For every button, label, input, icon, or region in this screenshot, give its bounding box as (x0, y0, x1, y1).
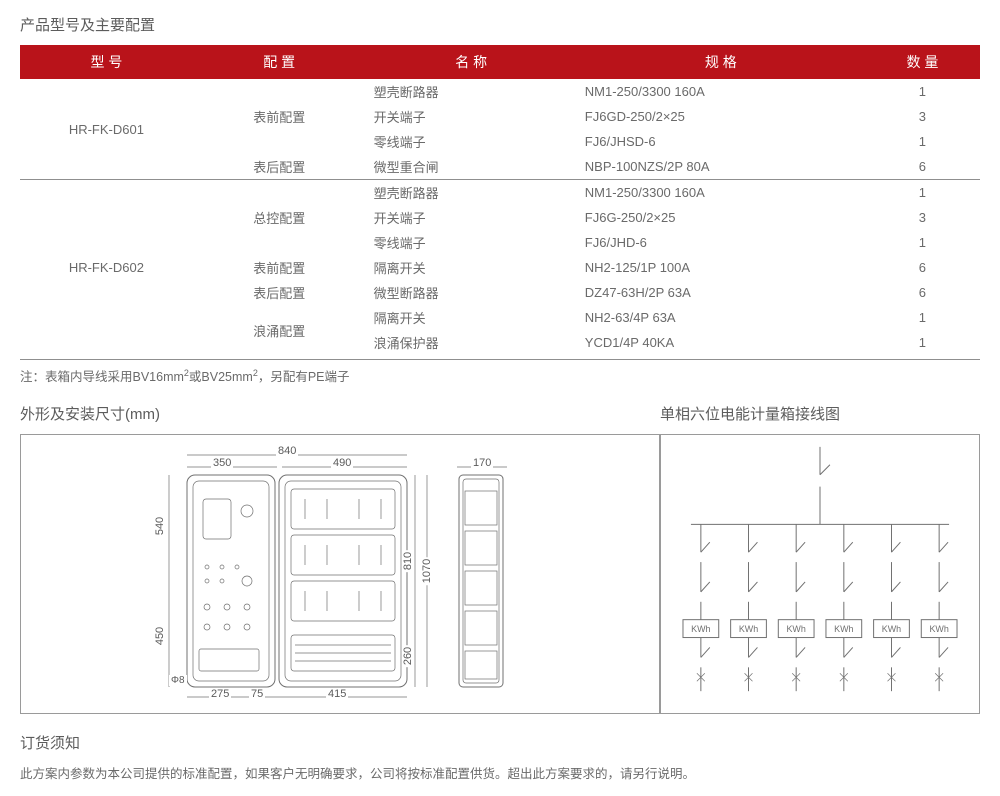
spec-cell: FJ6/JHD-6 (577, 230, 865, 255)
dim-vbottom-right: 260 (402, 645, 414, 667)
spec-cell: FJ6/JHSD-6 (577, 129, 865, 154)
svg-text:KWh: KWh (786, 624, 805, 634)
qty-cell: 3 (865, 205, 980, 230)
svg-text:KWh: KWh (691, 624, 710, 634)
table-end-rule (20, 359, 980, 360)
svg-text:KWh: KWh (739, 624, 758, 634)
config-section-title: 产品型号及主要配置 (20, 14, 980, 35)
name-cell: 开关端子 (366, 104, 577, 129)
qty-cell: 3 (865, 104, 980, 129)
name-cell: 微型重合闸 (366, 154, 577, 180)
dim-top-total: 840 (276, 445, 298, 457)
spec-cell: NH2-63/4P 63A (577, 305, 865, 330)
dim-vright-outer: 1070 (421, 557, 433, 585)
qty-cell: 1 (865, 180, 980, 206)
config-cell: 表前配置 (193, 79, 366, 154)
qty-cell: 1 (865, 129, 980, 154)
dim-b-right: 415 (326, 688, 348, 700)
order-text: 此方案内参数为本公司提供的标准配置，如果客户无明确要求，公司将按标准配置供货。超… (20, 763, 980, 782)
config-table-head: 型 号 配 置 名 称 规 格 数 量 (20, 45, 980, 79)
qty-cell: 1 (865, 305, 980, 330)
dim-vright-inner: 810 (402, 550, 414, 572)
table-note: 注：表箱内导线采用BV16mm2或BV25mm2，另配有PE端子 (20, 366, 980, 385)
qty-cell: 6 (865, 255, 980, 280)
qty-cell: 6 (865, 280, 980, 305)
config-table: 型 号 配 置 名 称 规 格 数 量 HR-FK-D601表前配置塑壳断路器N… (20, 45, 980, 355)
spec-cell: FJ6GD-250/2×25 (577, 104, 865, 129)
th-config: 配 置 (193, 45, 366, 79)
config-cell: 表后配置 (193, 154, 366, 180)
dim-side-width: 170 (471, 457, 493, 469)
dim-b-left: 275 (209, 688, 231, 700)
spec-cell: NM1-250/3300 160A (577, 79, 865, 104)
spec-cell: NBP-100NZS/2P 80A (577, 154, 865, 180)
svg-text:KWh: KWh (929, 624, 948, 634)
dimension-diagram: 840 350 490 170 540 450 1070 810 260 275… (20, 434, 660, 714)
name-cell: 零线端子 (366, 129, 577, 154)
front-drawing-svg (27, 439, 647, 707)
config-cell: 浪涌配置 (193, 305, 366, 355)
th-spec: 规 格 (577, 45, 865, 79)
wiring-section-title: 单相六位电能计量箱接线图 (660, 403, 980, 424)
svg-text:KWh: KWh (882, 624, 901, 634)
spec-cell: FJ6G-250/2×25 (577, 205, 865, 230)
config-cell: 总控配置 (193, 180, 366, 256)
qty-cell: 1 (865, 330, 980, 355)
wiring-svg: KWh KWh KWh KWh KWh KWh (661, 435, 979, 713)
name-cell: 零线端子 (366, 230, 577, 255)
config-table-body: HR-FK-D601表前配置塑壳断路器NM1-250/3300 160A1开关端… (20, 79, 980, 355)
name-cell: 隔离开关 (366, 305, 577, 330)
model-cell: HR-FK-D602 (20, 180, 193, 356)
th-name: 名 称 (366, 45, 577, 79)
dim-top-right: 490 (331, 457, 353, 469)
th-model: 型 号 (20, 45, 193, 79)
name-cell: 开关端子 (366, 205, 577, 230)
th-qty: 数 量 (865, 45, 980, 79)
dim-vleft-lower: 450 (154, 625, 166, 647)
qty-cell: 1 (865, 230, 980, 255)
spec-cell: NM1-250/3300 160A (577, 180, 865, 206)
config-cell: 表前配置 (193, 255, 366, 280)
qty-cell: 6 (865, 154, 980, 180)
dimension-section-title: 外形及安装尺寸(mm) (20, 403, 660, 424)
name-cell: 浪涌保护器 (366, 330, 577, 355)
spec-cell: YCD1/4P 40KA (577, 330, 865, 355)
dim-top-left: 350 (211, 457, 233, 469)
name-cell: 塑壳断路器 (366, 79, 577, 104)
spec-cell: NH2-125/1P 100A (577, 255, 865, 280)
spec-cell: DZ47-63H/2P 63A (577, 280, 865, 305)
svg-text:KWh: KWh (834, 624, 853, 634)
wiring-diagram: KWh KWh KWh KWh KWh KWh (660, 434, 980, 714)
dim-vleft-upper: 540 (154, 515, 166, 537)
name-cell: 微型断路器 (366, 280, 577, 305)
dim-b-mid: 75 (249, 688, 265, 700)
config-cell: 表后配置 (193, 280, 366, 305)
model-cell: HR-FK-D601 (20, 79, 193, 180)
name-cell: 隔离开关 (366, 255, 577, 280)
order-section-title: 订货须知 (20, 732, 980, 753)
dim-phi: Φ8 (169, 675, 187, 686)
qty-cell: 1 (865, 79, 980, 104)
name-cell: 塑壳断路器 (366, 180, 577, 206)
